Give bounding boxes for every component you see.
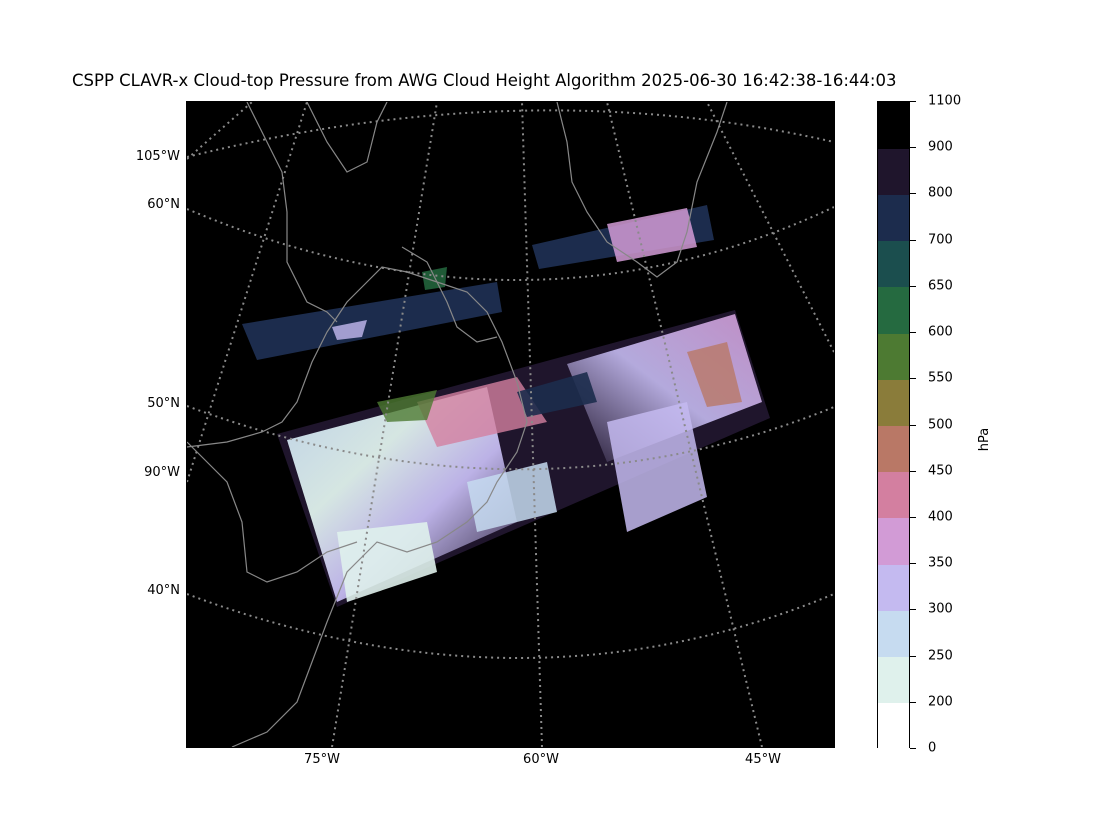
colorbar-tick [910,424,916,426]
colorbar-tick [910,193,916,195]
colorbar-bin [878,471,909,519]
graticule [187,102,834,747]
colorbar-bin [878,702,909,750]
colorbar-tick-label: 350 [928,555,953,571]
colorbar-tick [910,332,916,334]
colorbar-tick-label: 250 [928,648,953,664]
colorbar-tick [910,609,916,611]
colorbar-bin [878,379,909,426]
colorbar-tick [910,101,916,102]
colorbar-tick-label: 400 [928,509,953,525]
colorbar-bin [878,148,909,195]
label-50n: 50°N [147,396,180,411]
colorbar-tick [910,563,916,565]
label-60w: 60°W [523,752,559,767]
colorbar-bin [878,333,909,380]
colorbar-tick-label: 700 [928,232,953,248]
colorbar-tick-label: 300 [928,601,953,617]
colorbar-tick-label: 1100 [928,93,962,109]
colorbar-tick [910,516,916,518]
colorbar-tick-label: 650 [928,278,953,294]
label-45w: 45°W [745,752,781,767]
label-75w: 75°W [304,752,340,767]
coastlines [187,102,728,747]
colorbar-bin [878,102,909,149]
colorbar-bin [878,517,909,565]
cloud-swath-main [277,310,770,607]
colorbar-tick [910,285,916,287]
cloud-swath-north [242,205,714,360]
colorbar-bin [878,425,909,473]
colorbar-bin [878,194,909,242]
colorbar-unit-label: hPa [977,427,993,452]
colorbar-bin [878,240,909,288]
colorbar-tick [910,748,916,749]
colorbar-tick-label: 800 [928,185,953,201]
chart-title: CSPP CLAVR-x Cloud-top Pressure from AWG… [72,71,897,90]
colorbar-tick [910,470,916,472]
colorbar [877,101,910,750]
colorbar-bin [878,610,909,658]
colorbar-tick-label: 450 [928,463,953,479]
colorbar-bin [878,564,909,611]
colorbar-tick-label: 550 [928,370,953,386]
label-40n: 40°N [147,583,180,598]
colorbar-bin [878,656,909,704]
colorbar-bin [878,286,909,334]
label-105w: 105°W [135,149,180,164]
colorbar-tick [910,655,916,657]
colorbar-tick-label: 600 [928,324,953,340]
colorbar-tick-label: 200 [928,694,953,710]
colorbar-tick [910,378,916,380]
label-60n: 60°N [147,197,180,212]
map-panel [186,101,835,748]
colorbar-tick-label: 0 [928,740,937,756]
colorbar-tick [910,147,916,149]
colorbar-tick-label: 900 [928,139,953,155]
map-canvas [187,102,834,747]
colorbar-tick [910,239,916,241]
label-90w: 90°W [144,465,180,480]
colorbar-tick-label: 500 [928,417,953,432]
colorbar-tick [910,701,916,703]
